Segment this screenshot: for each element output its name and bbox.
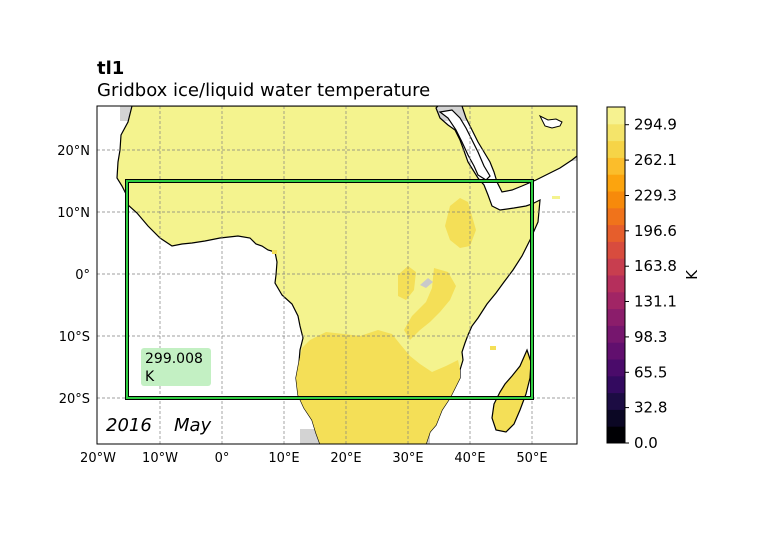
colorbar-swatch [607, 107, 625, 125]
lake-victoria [420, 278, 433, 288]
colorbar-swatch [607, 207, 625, 226]
colorbar-swatch [607, 157, 625, 175]
lon-tick: 30°E [392, 451, 423, 466]
map-frame [96, 105, 578, 445]
lat-tick: 20°N [57, 144, 90, 159]
latitude-tick-labels: 20°N 10°N 0° 10°S 20°S [57, 144, 90, 407]
colorbar-swatch [607, 291, 625, 310]
lon-tick: 20°E [330, 451, 361, 466]
colorbar-tick-label: 98.3 [634, 328, 667, 346]
socotra-island [552, 196, 560, 199]
map-plot-area [97, 106, 577, 444]
africa-landmass [116, 106, 541, 444]
lat-tick: 10°N [57, 206, 90, 221]
colorbar-tick-label: 196.6 [634, 222, 677, 240]
area-mean-box [141, 348, 211, 386]
colorbar-tick-label: 131.1 [634, 292, 677, 310]
colorbar-swatch [607, 140, 625, 158]
colorbar-swatch [607, 409, 625, 427]
region-box [126, 180, 533, 399]
date-month: May [174, 415, 212, 436]
lon-tick: 10°W [142, 451, 178, 466]
longitude-tick-labels: 20°W 10°W 0° 10°E 20°E 30°E 40°E 50°E [80, 451, 548, 466]
warm-region-great-lakes [404, 268, 456, 340]
lon-tick: 10°E [268, 451, 299, 466]
lat-tick: 10°S [59, 330, 90, 345]
lon-tick: 20°W [80, 451, 116, 466]
colorbar-tick-label: 163.8 [634, 257, 677, 275]
colorbar-tick-label: 262.1 [634, 151, 677, 169]
variable-name: tl1 [97, 58, 125, 79]
area-mean-units: K [145, 369, 155, 385]
colorbar-label: K [683, 269, 701, 280]
warm-region-southern-africa [296, 330, 460, 444]
colorbar-swatch [607, 392, 625, 410]
madagascar [491, 348, 532, 433]
variable-long-name: Gridbox ice/liquid water temperature [97, 80, 431, 101]
colorbar-tick-label: 65.5 [634, 363, 667, 381]
colorbar-swatch [607, 359, 625, 377]
arabia-landmass [461, 106, 577, 193]
colorbar-swatch [607, 123, 625, 142]
colorbar-swatch [607, 375, 625, 394]
comoros-islands [490, 346, 496, 350]
warm-region-east-africa [398, 266, 416, 300]
date-year: 2016 [106, 415, 152, 436]
sinai-coast [438, 109, 491, 181]
lon-tick: 50°E [516, 451, 547, 466]
lat-tick: 0° [75, 268, 90, 283]
colorbar-swatch [607, 241, 625, 259]
colorbar-swatch [607, 308, 625, 326]
colorbar-tick-label: 294.9 [634, 116, 677, 134]
gulf-of-aqaba [538, 114, 563, 129]
colorbar-swatches [607, 107, 625, 444]
colorbar-swatch [607, 191, 625, 209]
lon-tick: 40°E [454, 451, 485, 466]
colorbar-swatch [607, 426, 625, 444]
colorbar-frame [606, 106, 626, 444]
bioko-island [272, 250, 277, 254]
colorbar-tick-label: 0.0 [634, 434, 658, 452]
lat-tick: 20°S [59, 392, 90, 407]
colorbar-tick-label: 32.8 [634, 399, 667, 417]
area-mean-value: 299.008 [145, 351, 203, 367]
warm-region-ethiopia [445, 198, 476, 248]
colorbar-swatch [607, 174, 625, 192]
colorbar-ticks: 294.9 262.1 229.3 196.6 163.8 131.1 98.3 65.5 32… [625, 116, 677, 452]
colorbar-swatch [607, 258, 625, 276]
colorbar-swatch [607, 224, 625, 242]
colorbar-swatch [607, 342, 625, 360]
colorbar-tick-label: 229.3 [634, 187, 677, 205]
lon-tick: 0° [215, 451, 230, 466]
colorbar-swatch [607, 325, 625, 343]
colorbar-swatch [607, 275, 625, 293]
